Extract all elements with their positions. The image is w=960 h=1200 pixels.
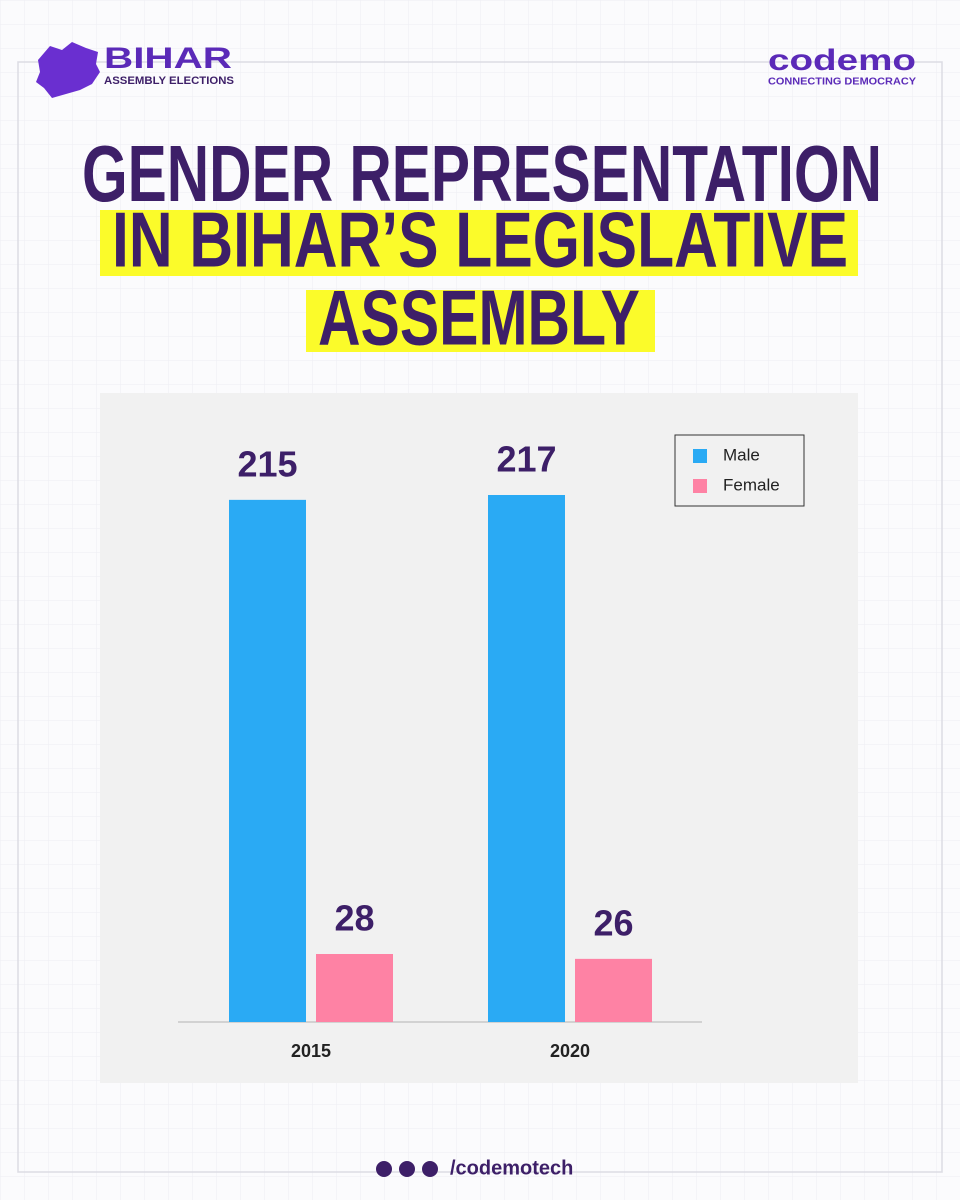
bar bbox=[316, 954, 393, 1022]
legend-swatch bbox=[693, 479, 707, 493]
value-label: 26 bbox=[593, 902, 633, 943]
legend-label: Female bbox=[723, 475, 780, 494]
chart-title: ASSEMBLY bbox=[318, 274, 640, 362]
linkedin-icon[interactable] bbox=[422, 1161, 438, 1177]
bar bbox=[575, 958, 652, 1022]
value-label: 215 bbox=[237, 443, 297, 484]
logo: codemo bbox=[768, 44, 916, 77]
brand-subtitle: ASSEMBLY ELECTIONS bbox=[104, 75, 234, 87]
title-highlight bbox=[306, 290, 655, 352]
bihar-map-icon bbox=[36, 42, 100, 98]
social-handle[interactable]: /codemotech bbox=[450, 1157, 573, 1179]
legend-box bbox=[674, 434, 805, 507]
chart-title: IN BIHAR’S LEGISLATIVE bbox=[112, 196, 848, 284]
legend-swatch bbox=[693, 449, 707, 463]
value-label: 217 bbox=[496, 439, 556, 480]
logo-tagline: CONNECTING DEMOCRACY bbox=[768, 77, 916, 88]
frame bbox=[17, 61, 943, 1173]
legend-label: Male bbox=[723, 445, 760, 464]
plot: 215 28 2015 217 26 2020 Male Female bbox=[229, 439, 780, 1061]
bar bbox=[488, 495, 565, 1022]
chart-panel bbox=[100, 393, 858, 1083]
bar bbox=[229, 499, 306, 1022]
instagram-icon[interactable] bbox=[376, 1161, 392, 1177]
twitter-icon[interactable] bbox=[399, 1161, 415, 1177]
x-tick-label: 2020 bbox=[550, 1041, 590, 1061]
title-highlight bbox=[100, 210, 858, 276]
brand: BIHAR bbox=[104, 42, 232, 75]
value-label: 28 bbox=[334, 898, 374, 939]
x-tick-label: 2015 bbox=[291, 1041, 331, 1061]
chart-title: GENDER REPRESENTATION bbox=[82, 129, 882, 218]
